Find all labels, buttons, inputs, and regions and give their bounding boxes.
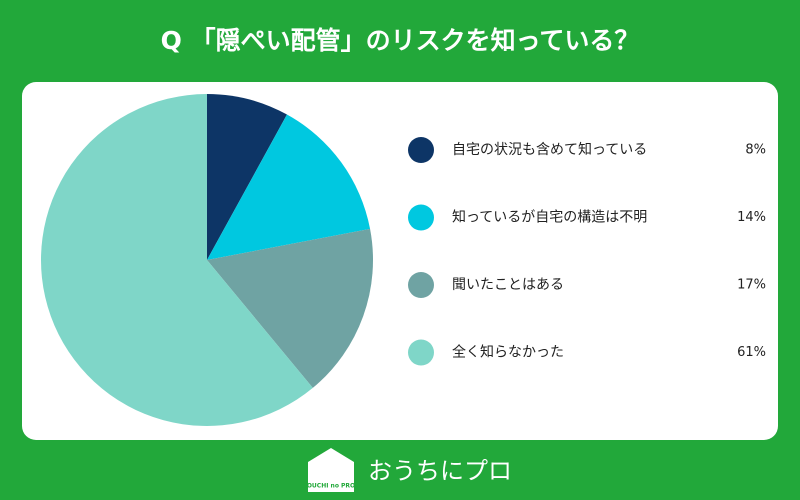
legend-label: 全く知らなかった: [452, 344, 564, 361]
pie-slice: [207, 114, 371, 261]
legend-swatch: [408, 137, 434, 163]
value-label: 8%: [745, 143, 766, 158]
legend-label: 自宅の状況も含めて知っている: [452, 141, 647, 158]
legend-label: 知っているが自宅の構造は不明: [452, 209, 647, 226]
legend-swatch: [408, 339, 434, 366]
legend-label: 聞いたことはある: [452, 277, 564, 293]
legend-swatch: [408, 272, 434, 298]
pie-slice: [207, 94, 287, 260]
brand-name: おうちにプロ: [368, 457, 512, 485]
value-label: 61%: [737, 345, 766, 360]
value-label: 17%: [737, 278, 766, 293]
legend-swatch: [408, 204, 434, 231]
pie-slice: [40, 94, 313, 426]
pie-slice: [207, 228, 373, 388]
value-label: 14%: [737, 210, 766, 225]
chart-title: Q 「隠ぺい配管」のリスクを知っている？: [161, 26, 640, 55]
logo-house: [308, 448, 354, 492]
logo: OUCHI no PRO おうちにプロ: [307, 448, 512, 492]
logo-text: OUCHI no PRO: [307, 483, 355, 490]
